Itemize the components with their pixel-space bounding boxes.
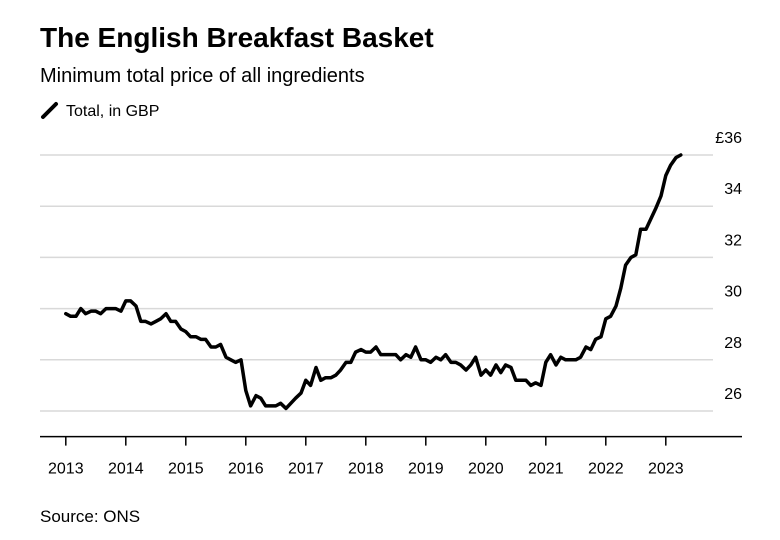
legend-label: Total, in GBP (66, 103, 159, 120)
x-tick-label: 2019 (408, 461, 444, 478)
x-tick-label: 2013 (48, 461, 84, 478)
x-tick-label: 2016 (228, 461, 264, 478)
chart-subtitle: Minimum total price of all ingredients (40, 65, 365, 87)
x-tick-label: 2022 (588, 461, 624, 478)
y-tick-label: 30 (724, 284, 742, 301)
source: Source: ONS (40, 507, 140, 526)
x-tick-label: 2023 (648, 461, 684, 478)
x-tick-label: 2017 (288, 461, 324, 478)
x-tick-label: 2020 (468, 461, 504, 478)
y-tick-label: 28 (724, 335, 742, 352)
y-tick-label: 34 (724, 181, 742, 198)
y-tick-label: 26 (724, 386, 742, 403)
x-tick-label: 2018 (348, 461, 384, 478)
x-tick-label: 2015 (168, 461, 204, 478)
chart-title: The English Breakfast Basket (40, 22, 434, 53)
x-tick-label: 2014 (108, 461, 144, 478)
y-tick-label: 32 (724, 232, 742, 249)
y-tick-label: £36 (715, 130, 742, 147)
x-tick-label: 2021 (528, 461, 564, 478)
legend-swatch (41, 102, 58, 119)
line (64, 153, 683, 411)
